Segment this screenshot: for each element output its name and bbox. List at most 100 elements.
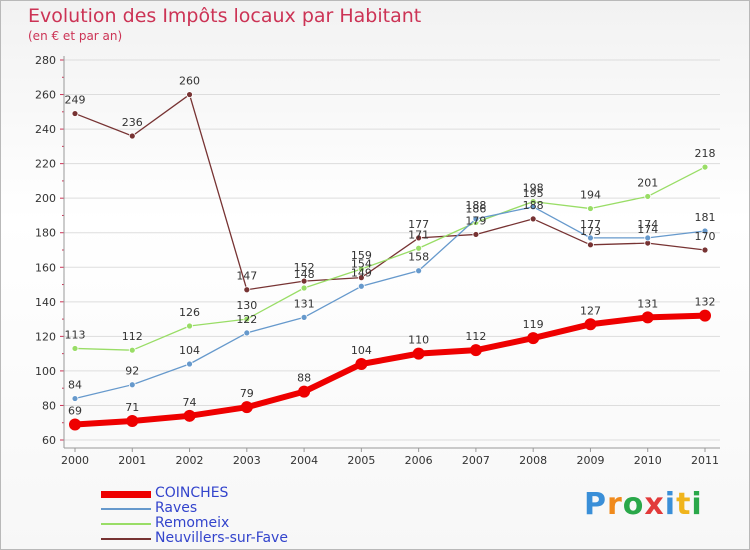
data-label: 127 [580, 304, 601, 317]
data-label: 131 [294, 297, 315, 310]
data-point [357, 274, 365, 282]
data-point [641, 311, 654, 324]
data-label: 112 [465, 330, 486, 343]
data-point [128, 132, 136, 140]
data-label: 92 [125, 365, 139, 378]
data-point [300, 284, 308, 292]
data-point [183, 409, 196, 422]
legend-swatch [101, 508, 151, 510]
y-tick-label: 280 [35, 54, 56, 67]
data-point [699, 309, 711, 322]
data-label: 112 [122, 330, 143, 343]
x-tick-label: 2011 [691, 454, 719, 467]
data-label: 113 [65, 328, 86, 341]
data-point [415, 234, 423, 242]
data-point [412, 347, 425, 360]
legend-label: COINCHES [155, 485, 229, 501]
x-tick-label: 2001 [118, 454, 146, 467]
data-label: 173 [580, 225, 601, 238]
chart-title: Evolution des Impôts locaux par Habitant [28, 5, 422, 27]
data-label: 131 [637, 297, 658, 310]
data-label: 249 [65, 94, 86, 107]
data-label: 122 [236, 313, 257, 326]
data-point [243, 286, 251, 294]
data-point [71, 345, 79, 352]
data-label: 188 [465, 199, 486, 212]
data-point [469, 344, 482, 357]
data-label: 186 [465, 202, 486, 215]
data-label: 174 [637, 218, 658, 231]
data-label: 84 [68, 379, 82, 392]
data-label: 158 [408, 251, 429, 264]
data-label: 179 [465, 214, 486, 227]
series-line-coinches [74, 312, 706, 428]
x-tick-label: 2010 [634, 454, 662, 467]
data-point [71, 110, 79, 117]
data-point [587, 241, 594, 249]
legend-swatch [101, 538, 151, 540]
data-point [298, 385, 311, 398]
data-label: 195 [523, 187, 544, 200]
data-point [644, 193, 652, 200]
data-point [472, 231, 480, 238]
data-point [644, 234, 652, 242]
x-tick-label: 2009 [576, 454, 604, 467]
data-label: 149 [351, 266, 372, 279]
y-tick-label: 180 [35, 227, 56, 240]
data-label: 148 [294, 268, 315, 281]
x-tick-label: 2008 [519, 454, 547, 467]
data-point [587, 205, 594, 212]
legend-label: Remomeix [155, 515, 230, 531]
x-tick-label: 2000 [61, 454, 89, 467]
data-label: 88 [297, 372, 311, 385]
x-tick-label: 2007 [462, 454, 490, 467]
data-label: 154 [351, 258, 372, 271]
data-label: 147 [236, 270, 257, 283]
data-point [529, 215, 537, 223]
legend-label: Raves [155, 500, 198, 516]
data-point [701, 246, 709, 254]
data-point [357, 265, 365, 273]
data-point [126, 415, 139, 427]
chart-subtitle: (en € et par an) [28, 29, 123, 43]
x-tick-label: 2003 [233, 454, 261, 467]
data-label: 171 [408, 228, 429, 241]
data-label: 119 [523, 318, 544, 331]
data-label: 110 [408, 334, 429, 347]
y-tick-label: 260 [35, 89, 56, 102]
data-point [186, 91, 193, 98]
data-point [240, 401, 253, 414]
y-tick-label: 240 [35, 123, 56, 136]
y-tick-label: 220 [35, 158, 56, 171]
data-label: 104 [179, 344, 200, 357]
y-tick-label: 120 [35, 330, 56, 343]
series-line-remomeix [74, 166, 706, 351]
data-label: 132 [695, 296, 716, 309]
y-tick-label: 100 [35, 365, 56, 378]
data-point [587, 234, 594, 242]
data-label: 126 [179, 306, 200, 319]
data-point [415, 244, 423, 252]
data-point [584, 318, 597, 331]
data-point [415, 267, 423, 275]
legend-swatch [101, 490, 151, 498]
data-label: 198 [523, 182, 544, 195]
y-tick-label: 200 [35, 192, 56, 205]
data-point [243, 315, 251, 323]
data-point [71, 395, 79, 402]
data-label: 74 [183, 396, 197, 409]
data-point [701, 163, 709, 171]
data-label: 181 [695, 211, 716, 224]
data-point [69, 418, 81, 431]
data-label: 260 [179, 75, 200, 88]
data-label: 174 [637, 223, 658, 236]
data-label: 130 [236, 299, 257, 312]
y-tick-label: 60 [42, 434, 56, 447]
data-label: 104 [351, 344, 372, 357]
data-label: 177 [580, 218, 601, 231]
data-label: 188 [523, 199, 544, 212]
data-label: 201 [637, 176, 658, 189]
data-label: 152 [294, 261, 315, 274]
